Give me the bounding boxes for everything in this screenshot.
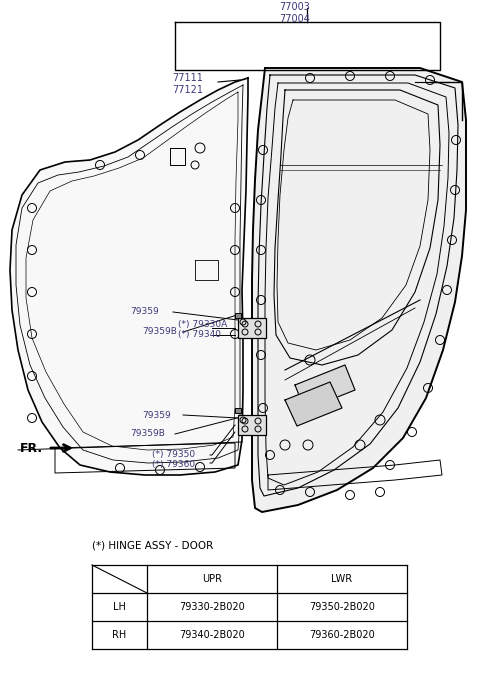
Polygon shape	[295, 365, 355, 410]
Text: 79359B: 79359B	[130, 430, 165, 439]
Bar	[235, 408, 241, 413]
Bar	[235, 313, 241, 318]
Text: LWR: LWR	[331, 574, 353, 584]
Text: LH: LH	[113, 602, 126, 612]
Text: 77003
77004: 77003 77004	[279, 2, 311, 24]
Text: 79359: 79359	[142, 411, 171, 419]
Text: 79359: 79359	[130, 308, 159, 316]
Polygon shape	[285, 382, 342, 426]
Polygon shape	[252, 68, 466, 512]
Text: 77111
77121: 77111 77121	[172, 73, 203, 95]
Polygon shape	[10, 78, 248, 475]
Text: 79350-2B020: 79350-2B020	[309, 602, 375, 612]
Bar	[238, 318, 266, 338]
Bar	[238, 415, 266, 435]
Text: (*) HINGE ASSY - DOOR: (*) HINGE ASSY - DOOR	[92, 540, 213, 550]
Text: (*) 79350
(*) 79360: (*) 79350 (*) 79360	[152, 450, 195, 469]
Text: RH: RH	[112, 630, 127, 640]
Text: 79330-2B020: 79330-2B020	[179, 602, 245, 612]
Text: UPR: UPR	[202, 574, 222, 584]
Text: 79360-2B020: 79360-2B020	[309, 630, 375, 640]
Text: FR.: FR.	[20, 441, 43, 454]
Text: 79359B: 79359B	[142, 327, 177, 336]
Text: 79340-2B020: 79340-2B020	[179, 630, 245, 640]
Text: (*) 79330A
(*) 79340: (*) 79330A (*) 79340	[178, 320, 227, 340]
